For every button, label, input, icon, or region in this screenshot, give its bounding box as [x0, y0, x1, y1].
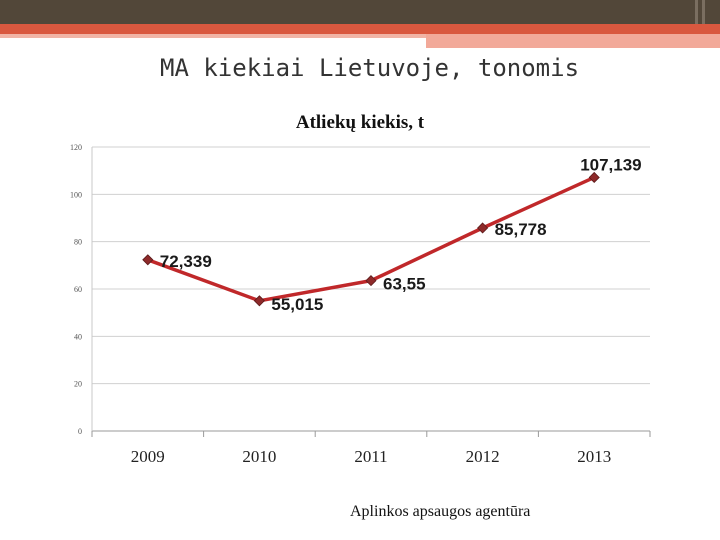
source-caption: Aplinkos apsaugos agentūra [350, 503, 531, 520]
y-tick-label: 60 [74, 285, 82, 294]
data-point [365, 275, 377, 287]
data-point [477, 222, 489, 234]
x-tick-label: 2010 [242, 447, 276, 466]
data-label: 63,55 [383, 275, 426, 294]
data-label: 72,339 [160, 252, 212, 271]
header-accent-stripe-light [0, 34, 720, 38]
data-point [253, 295, 265, 307]
y-tick-label: 40 [74, 332, 82, 341]
chart-title: Atliekų kiekis, t [295, 112, 425, 133]
data-label: 107,139 [580, 155, 641, 174]
x-tick-label: 2009 [131, 447, 165, 466]
y-tick-label: 80 [74, 238, 82, 247]
data-point [588, 171, 600, 184]
header-bar [0, 0, 720, 24]
y-tick-label: 100 [70, 190, 82, 199]
y-tick-label: 20 [74, 380, 82, 389]
x-tick-label: 2011 [354, 447, 387, 466]
data-point [142, 254, 154, 266]
data-label: 85,778 [495, 220, 547, 239]
header-divider-2 [702, 0, 705, 24]
y-tick-label: 0 [78, 427, 82, 436]
x-tick-label: 2013 [577, 447, 611, 466]
y-tick-label: 120 [70, 143, 82, 152]
x-tick-label: 2012 [466, 447, 500, 466]
slide-title: MA kiekiai Lietuvoje, tonomis [160, 54, 580, 82]
header-accent-stripe [0, 24, 720, 34]
data-label: 55,015 [271, 295, 323, 314]
header-accent-block [426, 34, 720, 48]
header-divider [695, 0, 698, 24]
